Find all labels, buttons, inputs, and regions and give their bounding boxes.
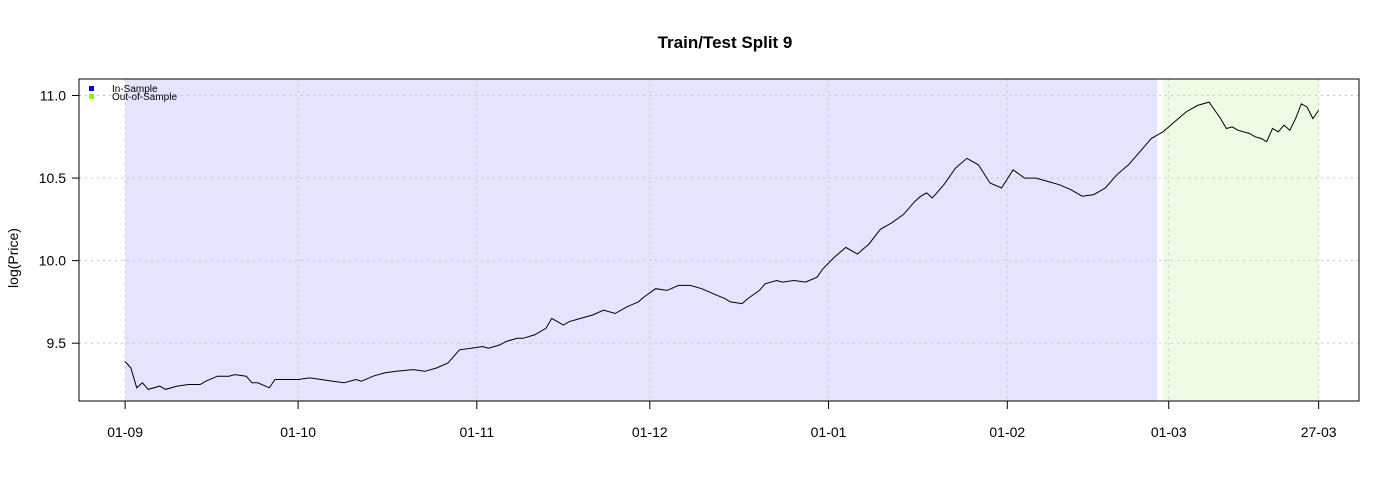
y-tick-label: 10.0 — [39, 253, 66, 269]
y-axis: 9.5 10.0 10.5 11.0 — [39, 88, 80, 351]
y-tick-label: 9.5 — [47, 335, 67, 351]
out-of-sample-region — [1162, 79, 1319, 401]
y-tick-label: 10.5 — [39, 170, 66, 186]
y-tick-label: 11.0 — [40, 88, 66, 104]
x-axis: 01-09 01-10 01-11 01-12 01-01 01-02 01-03 27-03 — [107, 400, 1337, 440]
region-layer — [125, 79, 1319, 401]
series-layer — [124, 101, 1320, 390]
x-tick-label: 01-09 — [107, 424, 143, 440]
legend-swatch-out-of-sample — [89, 94, 94, 99]
x-tick-label: 01-12 — [632, 424, 668, 440]
legend-label-in-sample: In-Sample — [112, 84, 158, 95]
price-line — [124, 101, 1320, 390]
x-tick-label: 01-02 — [989, 424, 1025, 440]
legend-label-out-of-sample: Out-of-Sample — [112, 92, 177, 103]
x-tick-label: 27-03 — [1301, 424, 1337, 440]
y-axis-title: log(Price) — [5, 228, 21, 288]
chart-title: Train/Test Split 9 — [658, 33, 793, 52]
x-tick-label: 01-11 — [459, 424, 494, 440]
in-sample-region — [125, 79, 1158, 401]
x-tick-label: 01-10 — [280, 424, 316, 440]
legend-swatch-in-sample — [89, 86, 94, 91]
x-tick-label: 01-03 — [1151, 424, 1187, 440]
x-tick-label: 01-01 — [811, 424, 847, 440]
